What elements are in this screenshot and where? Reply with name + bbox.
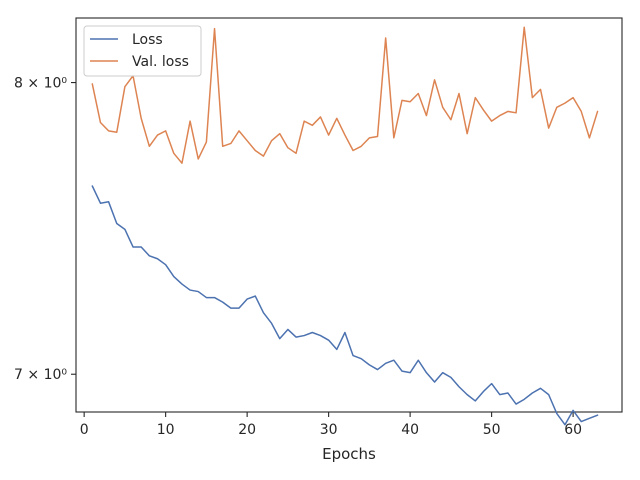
series-line-val-loss	[91, 26, 599, 164]
x-tick-label: 40	[401, 422, 419, 438]
x-tick-label: 0	[80, 422, 89, 438]
legend-label-loss: Loss	[132, 32, 163, 48]
x-axis-ticks: 0 10 20 30 40 50 60	[80, 412, 582, 438]
y-tick-label: 8 × 10⁰	[14, 76, 67, 92]
x-tick-label: 60	[564, 422, 582, 438]
x-tick-label: 10	[157, 422, 175, 438]
x-tick-label: 20	[238, 422, 256, 438]
series-line-loss	[91, 185, 599, 426]
y-tick-label: 7 × 10⁰	[14, 367, 67, 383]
legend-label-val-loss: Val. loss	[132, 54, 189, 70]
y-axis-ticks: 7 × 10⁰ 8 × 10⁰	[14, 76, 76, 383]
x-tick-label: 50	[483, 422, 501, 438]
series-layer	[91, 26, 599, 426]
plot-area	[75, 17, 623, 413]
x-axis-label: Epochs	[322, 445, 376, 463]
x-tick-label: 30	[320, 422, 338, 438]
legend: Loss Val. loss	[83, 25, 202, 77]
